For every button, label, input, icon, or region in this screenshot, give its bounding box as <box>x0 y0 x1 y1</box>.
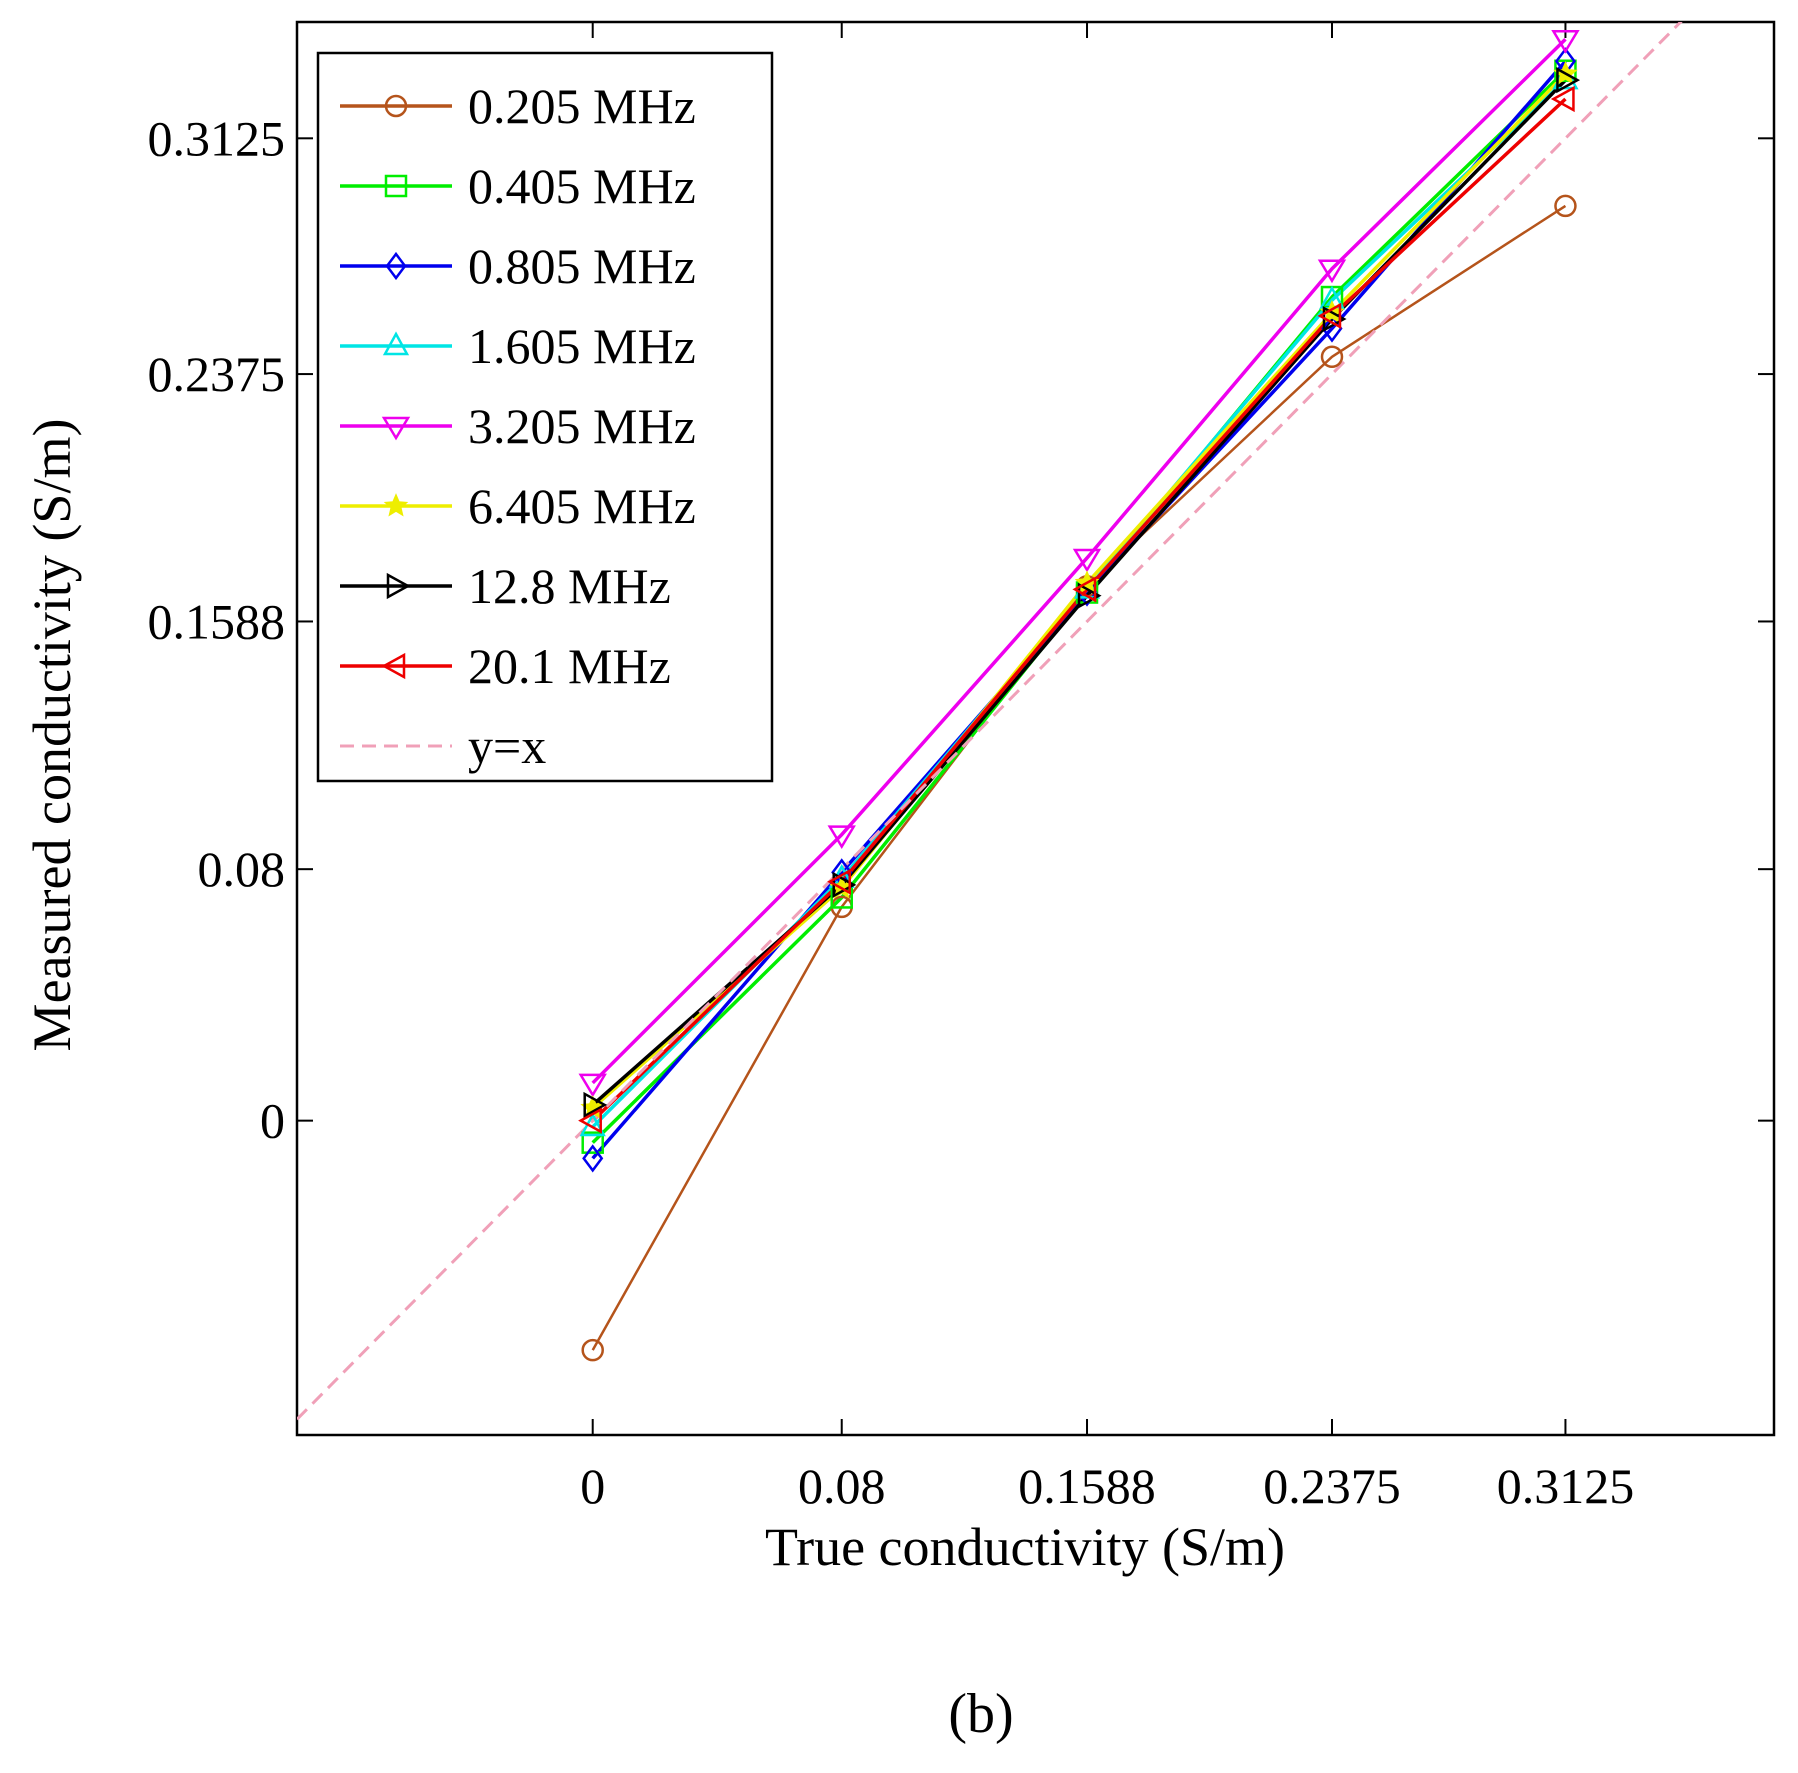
data-point-20-1-mhz <box>1072 576 1097 603</box>
legend: 0.205 MHz 0.405 MHz 0.805 MHz 1.605 MHz 3.20… <box>316 51 774 783</box>
y-tick-label: 0.1588 <box>148 593 286 649</box>
data-point-0-805-mhz <box>582 1144 604 1173</box>
legend-marker-12-8-mhz <box>386 572 411 600</box>
data-point-20-1-mhz <box>827 868 851 895</box>
x-tick-label: 0.2375 <box>1263 1458 1401 1514</box>
legend-label-12-8-mhz: 12.8 MHz <box>468 558 671 614</box>
data-point-3-205-mhz <box>827 825 856 850</box>
legend-marker-6-405-mhz <box>383 493 409 517</box>
tick-labels: 0 0.08 0.1588 0.2375 0.3125 0 0.08 0.1588 0.2375… <box>148 110 1635 1514</box>
legend-marker-0-805-mhz <box>385 251 407 281</box>
series-line-3-205-mhz <box>591 38 1567 1085</box>
data-point-20-1-mhz <box>1317 302 1342 330</box>
y-tick-label: 0.3125 <box>148 110 286 166</box>
data-point-0-205-mhz <box>581 1338 604 1362</box>
axis-ticks <box>297 22 1774 1435</box>
legend-marker-1-605-mhz <box>382 331 410 356</box>
x-tick-label: 0 <box>580 1458 605 1514</box>
data-point-3-205-mhz <box>578 1073 607 1098</box>
legend-label-0-405-mhz: 0.405 MHz <box>468 158 696 214</box>
data-point-12-8-mhz <box>1077 582 1102 609</box>
y-axis-title: Measured conductivity (S/m) <box>22 419 82 1052</box>
legend-label-y-x: y=x <box>468 718 546 774</box>
data-point-3-205-mhz <box>1551 30 1580 54</box>
x-tick-label: 0.3125 <box>1497 1458 1635 1514</box>
data-point-0-205-mhz <box>1320 345 1344 369</box>
data-point-12-8-mhz <box>583 1091 608 1119</box>
figure-caption: (b) <box>948 1683 1013 1745</box>
legend-label-20-1-mhz: 20.1 MHz <box>468 638 671 694</box>
legend-label-1-605-mhz: 1.605 MHz <box>468 318 696 374</box>
series-markers <box>578 30 1581 1362</box>
x-tick-label: 0.1588 <box>1018 1458 1156 1514</box>
data-point-12-8-mhz <box>1556 67 1581 94</box>
y-tick-label: 0.08 <box>198 841 286 897</box>
data-point-20-1-mhz <box>578 1107 602 1134</box>
data-point-0-205-mhz <box>1554 194 1577 218</box>
data-point-3-205-mhz <box>1072 548 1102 573</box>
x-axis-title: True conductivity (S/m) <box>765 1517 1285 1577</box>
series-line-y-x <box>297 22 1683 1421</box>
y-tick-label: 0 <box>260 1093 285 1149</box>
legend-marker-20-1-mhz <box>381 652 406 680</box>
legend-label-0-805-mhz: 0.805 MHz <box>468 238 696 294</box>
x-tick-label: 0.08 <box>798 1458 886 1514</box>
legend-marker-0-205-mhz <box>384 94 408 118</box>
data-point-20-1-mhz <box>1550 85 1575 113</box>
legend-label-6-405-mhz: 6.405 MHz <box>468 478 696 534</box>
legend-label-0-205-mhz: 0.205 MHz <box>468 78 696 134</box>
legend-label-3-205-mhz: 3.205 MHz <box>468 398 696 454</box>
data-point-0-405-mhz <box>581 1131 604 1154</box>
y-tick-label: 0.2375 <box>148 346 286 402</box>
data-point-3-205-mhz <box>1317 259 1347 284</box>
legend-marker-3-205-mhz <box>381 416 411 441</box>
legend-marker-0-405-mhz <box>384 174 408 198</box>
